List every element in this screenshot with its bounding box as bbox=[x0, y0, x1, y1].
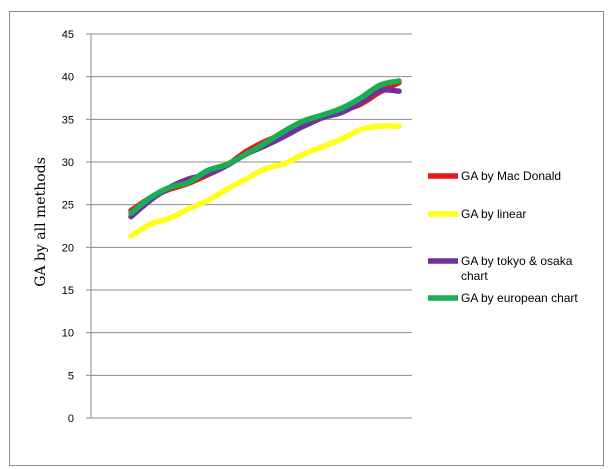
y-tick-label: 15 bbox=[62, 285, 74, 297]
series-line-4 bbox=[128, 78, 402, 216]
y-tick-label: 45 bbox=[62, 29, 74, 41]
y-tick-label: 25 bbox=[62, 200, 74, 212]
series-lines bbox=[128, 78, 402, 239]
y-axis-label: GA by all methods bbox=[33, 157, 49, 287]
chart-frame: 0 5 10 15 20 25 30 35 40 45 GA by Mac Donald GA by… bbox=[9, 11, 604, 466]
y-tick-label: 35 bbox=[62, 114, 74, 126]
legend-label-2: GA by linear bbox=[461, 207, 526, 221]
series-line-3 bbox=[128, 86, 402, 220]
legend-label-3: GA by tokyo & osaka bbox=[461, 254, 573, 268]
legend-label-3: chart bbox=[461, 269, 488, 283]
y-tick-label: 5 bbox=[68, 370, 74, 382]
legend-label-4: GA by european chart bbox=[461, 291, 578, 305]
legend: GA by Mac Donald GA by linear GA by tokyo … bbox=[428, 169, 578, 305]
series-line-2 bbox=[128, 123, 402, 239]
axes bbox=[90, 34, 412, 419]
y-tick-label: 30 bbox=[62, 157, 74, 169]
y-tick-label: 10 bbox=[62, 328, 74, 340]
y-tick-label: 20 bbox=[62, 242, 74, 254]
legend-label-1: GA by Mac Donald bbox=[461, 169, 561, 183]
y-axis-ticks: 0 5 10 15 20 25 30 35 40 45 bbox=[62, 29, 91, 425]
y-tick-label: 40 bbox=[62, 72, 74, 84]
y-tick-label: 0 bbox=[68, 413, 74, 425]
